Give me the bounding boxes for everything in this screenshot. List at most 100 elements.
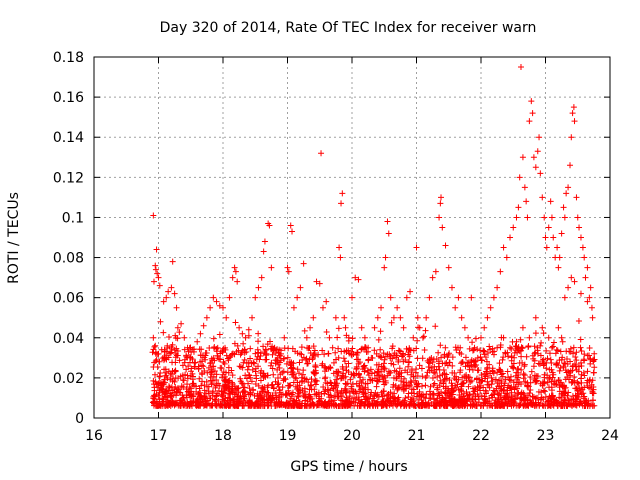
data-point (584, 264, 591, 271)
cloud-point (413, 345, 420, 352)
data-point (448, 284, 455, 291)
data-point (419, 334, 426, 341)
cloud-point (470, 391, 477, 398)
cloud-point (344, 380, 351, 387)
y-tick-label: 0.1 (62, 210, 84, 226)
cloud-point (398, 353, 405, 360)
cloud-point (512, 347, 519, 354)
cloud-point (365, 372, 372, 379)
cloud-point (213, 392, 220, 399)
cloud-point (172, 359, 179, 366)
cloud-point (185, 348, 192, 355)
cloud-point (353, 356, 360, 363)
cloud-point (374, 391, 381, 398)
cloud-point (289, 345, 296, 352)
data-point (239, 330, 246, 337)
cloud-point (261, 348, 268, 355)
cloud-point (279, 369, 286, 376)
data-point (329, 344, 336, 351)
cloud-point (481, 393, 488, 400)
cloud-point (441, 376, 448, 383)
cloud-point (298, 344, 305, 351)
cloud-point (576, 401, 583, 408)
data-point (563, 190, 570, 197)
cloud-point (169, 398, 176, 405)
cloud-point (498, 380, 505, 387)
cloud-point (422, 327, 429, 334)
data-point (394, 304, 401, 311)
cloud-point (196, 385, 203, 392)
data-point (577, 290, 584, 297)
cloud-point (403, 401, 410, 408)
data-point (287, 222, 294, 229)
data-point (169, 258, 176, 265)
cloud-point (262, 356, 269, 363)
cloud-point (313, 377, 320, 384)
data-point (358, 324, 365, 331)
cloud-point (575, 363, 582, 370)
cloud-point (167, 350, 174, 357)
data-point (349, 294, 355, 301)
data-point (494, 284, 501, 291)
data-point (539, 324, 546, 331)
cloud-point (340, 355, 347, 362)
cloud-point (462, 402, 469, 409)
cloud-point (349, 335, 356, 342)
data-point (294, 294, 301, 301)
cloud-point (519, 344, 526, 351)
cloud-point (410, 401, 417, 408)
data-point (403, 294, 410, 301)
cloud-point (307, 382, 314, 389)
cloud-point (587, 385, 594, 392)
data-point (565, 184, 572, 191)
data-point (442, 242, 449, 249)
data-point (157, 318, 164, 325)
cloud-point (580, 356, 587, 363)
cloud-point (280, 375, 287, 382)
cloud-point (453, 373, 460, 380)
cloud-point (506, 400, 513, 407)
cloud-point (287, 398, 294, 405)
cloud-point (573, 357, 580, 364)
cloud-point (472, 386, 479, 393)
cloud-point (364, 395, 371, 402)
grid-lines (94, 57, 610, 418)
data-point (548, 214, 555, 221)
cloud-point (438, 354, 445, 361)
cloud-point (435, 358, 442, 365)
cloud-point (337, 375, 344, 382)
data-point (529, 110, 536, 117)
cloud-point (177, 389, 184, 396)
cloud-point (402, 395, 409, 402)
cloud-point (560, 363, 567, 370)
data-point (274, 354, 281, 361)
cloud-point (457, 367, 464, 374)
cloud-point (512, 383, 519, 390)
cloud-point (264, 389, 271, 396)
cloud-point (516, 359, 523, 366)
cloud-point (456, 391, 463, 398)
cloud-point (506, 376, 513, 383)
cloud-point (408, 371, 415, 378)
data-point (548, 344, 555, 351)
cloud-point (570, 344, 577, 351)
cloud-point (430, 382, 437, 389)
cloud-point (208, 381, 215, 388)
data-point (319, 304, 326, 311)
data-point (234, 278, 241, 285)
cloud-point (327, 364, 334, 371)
cloud-point (310, 402, 317, 409)
cloud-point (407, 382, 414, 389)
cloud-point (309, 399, 316, 406)
data-point (432, 268, 439, 275)
cloud-point (479, 377, 486, 384)
cloud-point (373, 350, 380, 357)
cloud-point (381, 365, 388, 372)
cloud-point (247, 355, 254, 362)
cloud-point (414, 383, 421, 390)
cloud-point (432, 370, 439, 377)
cloud-point (388, 319, 395, 326)
cloud-point (539, 382, 546, 389)
cloud-point (150, 393, 157, 400)
cloud-point (327, 392, 334, 399)
